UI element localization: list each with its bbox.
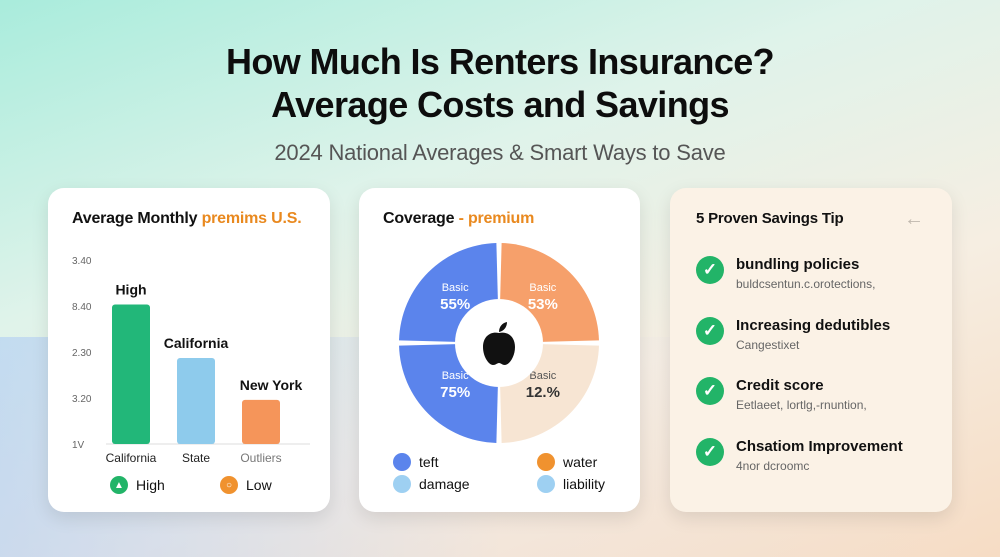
pie-slice-label: Basic bbox=[529, 282, 556, 294]
pie-slice-label: Basic bbox=[529, 370, 556, 382]
savings-tip: ✓ Increasing dedutibles Cangestixet bbox=[696, 317, 890, 352]
legend-label-teft: teft bbox=[419, 454, 439, 470]
tip-title: Chsatiom Improvement bbox=[736, 438, 903, 455]
legend-item-damage: damage bbox=[393, 475, 470, 493]
bar-label: California bbox=[164, 335, 229, 351]
x-tick-label: California bbox=[106, 451, 157, 465]
tip-title: bundling policies bbox=[736, 256, 860, 273]
arrow-left-icon[interactable]: ← bbox=[904, 208, 924, 230]
bar-chart-title-accent: premims U.S. bbox=[201, 210, 302, 227]
tip-subtitle: buldcsentun.c.orotections, bbox=[736, 277, 876, 291]
damage-legend-dot bbox=[393, 475, 411, 493]
bar-chart-title-main: Average Monthly bbox=[72, 210, 202, 227]
check-icon: ✓ bbox=[696, 317, 724, 345]
y-tick-label: 3.20 bbox=[72, 394, 92, 405]
savings-title: 5 Proven Savings Tip bbox=[696, 210, 844, 227]
apple-logo-icon bbox=[483, 322, 515, 365]
savings-tip: ✓ bundling policies buldcsentun.c.orotec… bbox=[696, 256, 875, 291]
page-subtitle: 2024 National Averages & Smart Ways to S… bbox=[274, 140, 726, 165]
check-icon: ✓ bbox=[696, 256, 724, 284]
tip-subtitle: Eetlaeet, lortlg,-rnuntion, bbox=[736, 398, 867, 412]
page-title-line-2: Average Costs and Savings bbox=[271, 84, 729, 125]
y-tick-label: 1V bbox=[72, 440, 85, 451]
legend-label-water: water bbox=[563, 454, 598, 470]
check-icon: ✓ bbox=[696, 438, 724, 466]
legend-item-water: water bbox=[537, 453, 597, 471]
bar-chart-title: Average Monthly premims U.S. bbox=[72, 210, 302, 228]
legend-item-low: ○ Low bbox=[220, 476, 272, 494]
bar-label: High bbox=[115, 282, 146, 298]
page-title-line-1: How Much Is Renters Insurance? bbox=[225, 41, 775, 82]
x-tick-label: State bbox=[182, 451, 210, 465]
tip-title: Credit score bbox=[736, 377, 824, 394]
pie-chart: Basic 55% Basic 53% Basic 12.% Basic 75% bbox=[399, 243, 599, 443]
coverage-premium-card: Coverage - premium Basic 55% Basic 53% Basic… bbox=[359, 188, 640, 512]
pie-slice-value: 55% bbox=[440, 296, 470, 313]
low-legend-icon: ○ bbox=[220, 476, 238, 494]
y-tick-label: 2.30 bbox=[72, 348, 92, 359]
legend-label-damage: damage bbox=[419, 476, 470, 492]
bar-chart: 3.40 8.40 2.30 3.20 1V High California Californ… bbox=[72, 256, 310, 465]
pie-slice-value: 53% bbox=[528, 296, 558, 313]
legend-item-liability: liability bbox=[537, 475, 605, 493]
page-header: How Much Is Renters Insurance? Average C… bbox=[0, 40, 1000, 166]
legend-label-liability: liability bbox=[563, 476, 606, 492]
pie-slice-label: Basic bbox=[442, 370, 469, 382]
pie-slice-label: Basic bbox=[442, 282, 469, 294]
pie-slice-value: 75% bbox=[440, 384, 470, 401]
tip-subtitle: 4nor dcroomc bbox=[736, 459, 810, 473]
y-tick-label: 3.40 bbox=[72, 256, 92, 267]
legend-label-high: High bbox=[136, 477, 165, 493]
pie-chart-title-accent: - premium bbox=[458, 210, 535, 227]
pie-slice-value: 12.% bbox=[526, 384, 560, 401]
bar-label: New York bbox=[240, 377, 303, 393]
legend-item-teft: teft bbox=[393, 453, 438, 471]
monthly-premium-card: Average Monthly premims U.S. 3.40 8.40 2.3… bbox=[48, 188, 330, 512]
savings-tip: ✓ Credit score Eetlaeet, lortlg,-rnuntio… bbox=[696, 377, 867, 412]
savings-tip: ✓ Chsatiom Improvement 4nor dcroomc bbox=[696, 438, 903, 473]
check-icon: ✓ bbox=[696, 377, 724, 405]
tip-title: Increasing dedutibles bbox=[736, 317, 891, 334]
bar bbox=[112, 304, 150, 444]
bar bbox=[242, 399, 280, 444]
x-tick-label: Outliers bbox=[240, 451, 281, 465]
water-legend-dot bbox=[537, 453, 555, 471]
tip-subtitle: Cangestixet bbox=[736, 338, 800, 352]
savings-tips-card: 5 Proven Savings Tip ← ✓ bundling polici… bbox=[670, 188, 952, 512]
bar bbox=[177, 357, 215, 444]
legend-label-low: Low bbox=[246, 477, 272, 493]
pie-chart-title: Coverage - premium bbox=[383, 210, 534, 228]
pie-chart-title-main: Coverage bbox=[383, 210, 459, 227]
y-tick-label: 8.40 bbox=[72, 302, 92, 313]
teft-legend-dot bbox=[393, 453, 411, 471]
liability-legend-dot bbox=[537, 475, 555, 493]
legend-item-high: ▲ High bbox=[110, 476, 165, 494]
high-legend-icon: ▲ bbox=[110, 476, 128, 494]
